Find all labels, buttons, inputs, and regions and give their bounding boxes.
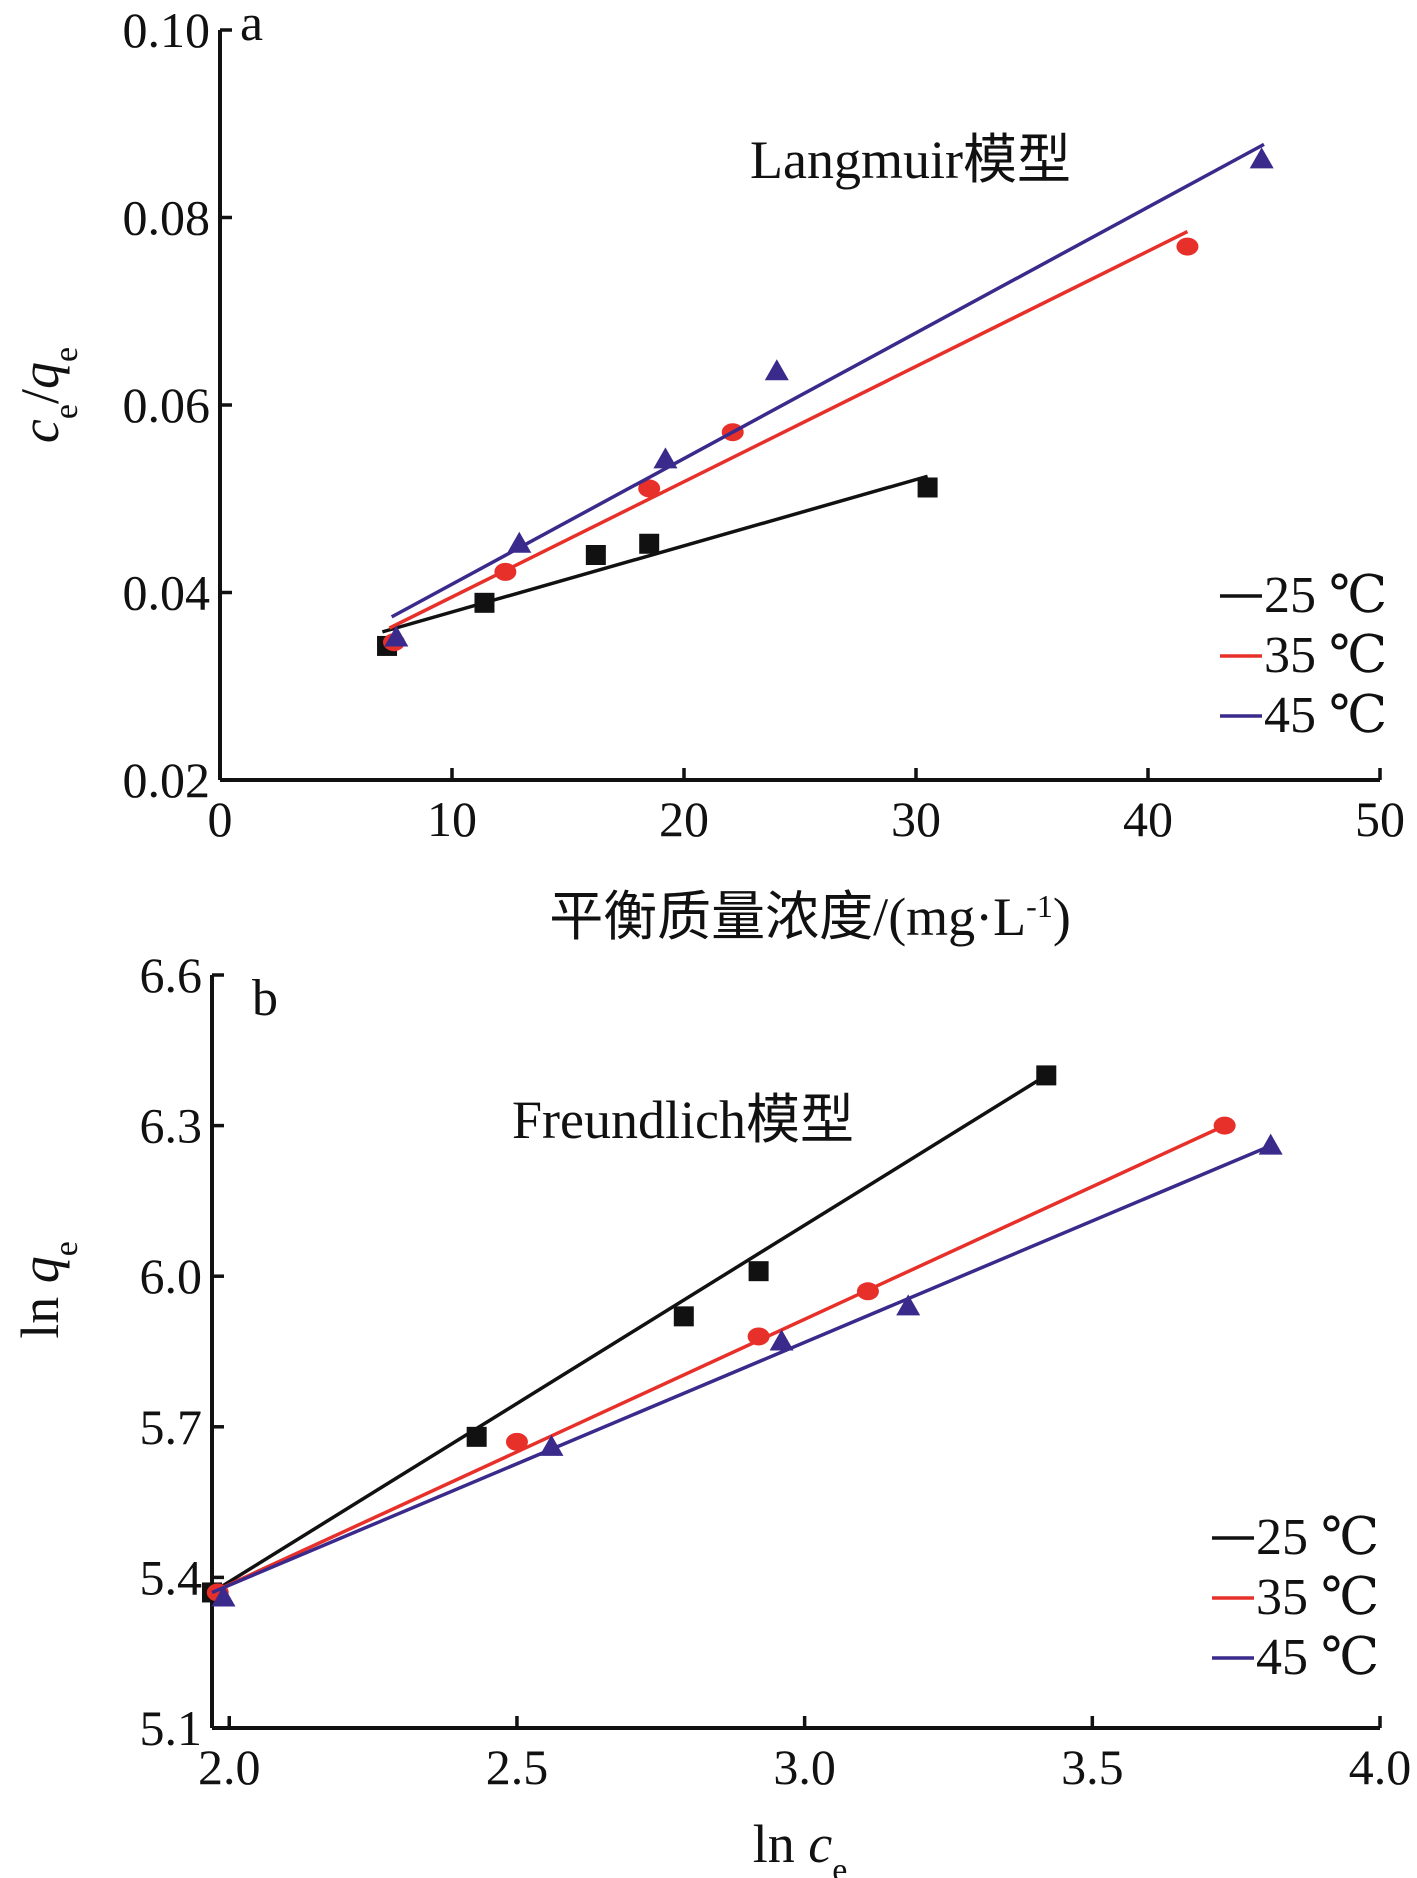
fit-line xyxy=(381,474,929,634)
y-tick-label: 0.02 xyxy=(123,752,211,808)
fit-line xyxy=(390,142,1265,619)
data-point xyxy=(539,1434,564,1456)
legend-label: 45 ℃ xyxy=(1264,687,1387,744)
series-2 xyxy=(383,229,1199,652)
panel-a-langmuir: a Langmuir模型 0 10 20 30 40 50 0.02 0.04 0.06 0.08… xyxy=(10,0,1405,947)
legend-label: 35 ℃ xyxy=(1264,627,1387,684)
x-tick-label: 50 xyxy=(1355,791,1405,847)
data-point xyxy=(1176,237,1199,256)
legend-label: 35 ℃ xyxy=(1256,1569,1379,1626)
panel-a-y-axis-title: ce/qe xyxy=(10,347,85,443)
panel-b-y-axis-title: ln qe xyxy=(10,1241,85,1339)
panel-b-axes: 2.0 2.5 3.0 3.5 4.0 5.1 5.4 5.7 6.0 6.3 6.6 xyxy=(140,947,1412,1795)
y-tick-label: 6.6 xyxy=(140,947,203,1003)
panel-b-legend: 25 ℃35 ℃45 ℃ xyxy=(1212,1509,1379,1686)
data-point xyxy=(466,1426,487,1447)
panel-a-axes: 0 10 20 30 40 50 0.02 0.04 0.06 0.08 0.10 xyxy=(123,2,1406,847)
data-point xyxy=(507,531,532,553)
y-tick-label: 6.3 xyxy=(140,1098,203,1154)
legend-label: 25 ℃ xyxy=(1256,1509,1379,1566)
y-tick-label: 6.0 xyxy=(140,1248,203,1304)
panel-b-letter: b xyxy=(252,970,278,1027)
series-1 xyxy=(202,1065,1057,1603)
x-tick-label: 10 xyxy=(427,791,477,847)
data-point xyxy=(1036,1065,1057,1086)
x-tick-label: 40 xyxy=(1123,791,1173,847)
panel-a-x-axis-title: 平衡质量浓度/(mg·L-1) xyxy=(549,887,1071,947)
x-tick-label: 2.0 xyxy=(198,1739,261,1795)
y-tick-label: 0.06 xyxy=(123,377,211,433)
data-point xyxy=(747,1327,770,1346)
fit-line xyxy=(211,1124,1226,1595)
x-tick-label: 20 xyxy=(659,791,709,847)
panel-a-legend: 25 ℃35 ℃45 ℃ xyxy=(1220,567,1387,744)
panel-b-freundlich: b Freundlich模型 2.0 2.5 3.0 3.5 4.0 5.1 5.4 5.7 6… xyxy=(10,947,1411,1878)
data-point xyxy=(1249,147,1274,169)
data-point xyxy=(384,625,409,647)
data-point xyxy=(1258,1133,1283,1155)
data-point xyxy=(769,1329,794,1351)
series-3 xyxy=(384,142,1274,647)
data-point xyxy=(638,479,661,498)
data-point xyxy=(748,1261,769,1282)
panel-b-x-axis-title: ln ce xyxy=(753,1814,848,1878)
data-point xyxy=(639,533,660,554)
panel-a-annotation: Langmuir模型 xyxy=(750,130,1071,190)
data-point xyxy=(474,592,495,613)
x-tick-label: 30 xyxy=(891,791,941,847)
y-tick-label: 0.08 xyxy=(123,190,211,246)
series-1 xyxy=(377,474,938,656)
panel-b-series xyxy=(202,1065,1283,1607)
panel-a-series xyxy=(377,142,1274,656)
fit-line xyxy=(211,1073,1048,1594)
x-tick-label: 0 xyxy=(208,791,233,847)
x-tick-label: 3.5 xyxy=(1061,1739,1124,1795)
y-tick-label: 5.7 xyxy=(140,1399,203,1455)
data-point xyxy=(764,359,789,381)
data-point xyxy=(494,562,517,581)
data-point xyxy=(585,545,606,565)
legend-label: 25 ℃ xyxy=(1264,567,1387,624)
data-point xyxy=(856,1282,879,1301)
data-point xyxy=(673,1306,694,1327)
x-tick-label: 2.5 xyxy=(486,1739,549,1795)
data-point xyxy=(653,447,678,469)
data-point xyxy=(211,1585,236,1607)
panel-b-annotation: Freundlich模型 xyxy=(512,1090,854,1150)
legend-label: 45 ℃ xyxy=(1256,1629,1379,1686)
fit-line xyxy=(388,229,1189,630)
data-point xyxy=(505,1432,528,1451)
y-tick-label: 5.1 xyxy=(140,1700,203,1756)
series-2 xyxy=(206,1116,1236,1602)
panel-a-letter: a xyxy=(240,0,263,52)
series-3 xyxy=(211,1133,1283,1607)
y-tick-label: 5.4 xyxy=(140,1549,203,1605)
x-tick-label: 4.0 xyxy=(1349,1739,1412,1795)
y-tick-label: 0.10 xyxy=(123,2,211,58)
data-point xyxy=(896,1294,921,1316)
data-point xyxy=(917,477,938,498)
data-point xyxy=(1213,1116,1236,1135)
y-tick-label: 0.04 xyxy=(123,565,211,621)
x-tick-label: 3.0 xyxy=(773,1739,836,1795)
fit-line xyxy=(211,1144,1272,1595)
